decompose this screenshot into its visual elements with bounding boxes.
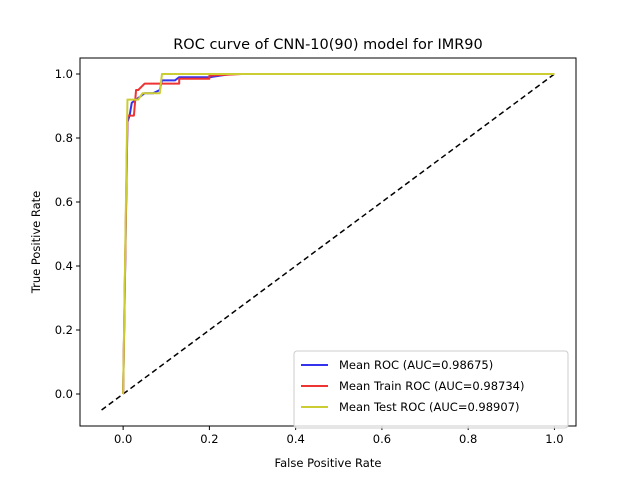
x-axis: 0.0 0.2 0.4 0.6 0.8 1.0	[114, 426, 564, 446]
diagonal-reference-line	[101, 73, 555, 411]
y-tick-label: 0.4	[55, 259, 73, 273]
series-line-2	[122, 73, 555, 395]
y-tick-label: 1.0	[55, 67, 73, 81]
legend-label-2: Mean Train ROC (AUC=0.98734)	[339, 379, 524, 393]
series-line-1	[122, 73, 555, 395]
y-axis: 0.0 0.2 0.4 0.6 0.8 1.0	[55, 67, 80, 401]
series-line-3	[122, 73, 555, 395]
y-tick-label: 0.6	[55, 195, 73, 209]
x-tick-label: 0.2	[200, 432, 218, 446]
x-tick-label: 1.0	[545, 432, 563, 446]
y-axis-label: True Positive Rate	[29, 191, 43, 294]
y-tick-label: 0.8	[55, 131, 73, 145]
x-tick-label: 0.8	[459, 432, 477, 446]
y-tick-label: 0.2	[55, 323, 73, 337]
x-tick-label: 0.0	[114, 432, 132, 446]
legend-box	[293, 350, 569, 429]
legend-label-3: Mean Test ROC (AUC=0.98907)	[339, 400, 520, 414]
y-tick-label: 0.0	[55, 387, 73, 401]
x-axis-label: False Positive Rate	[275, 456, 382, 470]
plot-area	[101, 73, 555, 411]
chart-title: ROC curve of CNN-10(90) model for IMR90	[173, 37, 483, 53]
legend-label-1: Mean ROC (AUC=0.98675)	[339, 358, 493, 372]
x-tick-label: 0.4	[287, 432, 305, 446]
x-tick-label: 0.6	[373, 432, 391, 446]
legend: Mean ROC (AUC=0.98675) Mean Train ROC (AU…	[293, 350, 569, 429]
